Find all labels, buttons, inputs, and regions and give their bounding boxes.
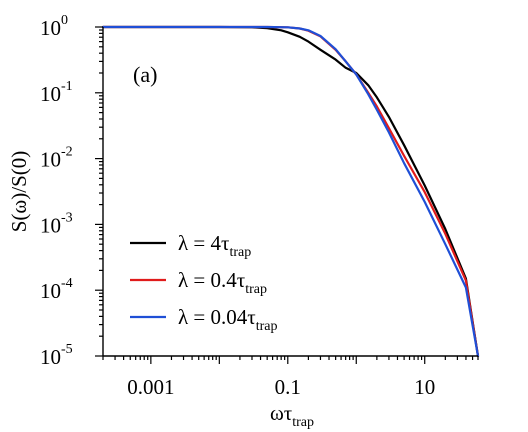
- axes-layer: [102, 27, 478, 357]
- y-tick-label: 10-5: [40, 342, 73, 369]
- x-axis-label: ωτtrap: [270, 401, 314, 430]
- series-line-2: [101, 25, 480, 358]
- y-axis-label: S(ω)/S(0): [7, 151, 31, 233]
- x-tick-label: 0.1: [275, 375, 301, 399]
- series-layer: [101, 25, 480, 358]
- legend-label-3: λ = 0.04τtrap: [178, 305, 277, 334]
- y-tick-label: 10-4: [40, 276, 73, 303]
- y-tick-label: 10-1: [40, 79, 73, 106]
- panel-label: (a): [133, 62, 157, 87]
- series-line-3: [101, 25, 480, 358]
- y-tick-label: 10-3: [40, 210, 73, 237]
- x-tick-label: 0.001: [127, 375, 174, 399]
- legend: λ = 4τtrap λ = 0.4τtrap λ = 0.04τtrap: [130, 231, 277, 334]
- y-tick-label: 100: [40, 13, 68, 40]
- legend-label-2: λ = 0.4τtrap: [178, 268, 267, 297]
- x-tick-label: 10: [414, 375, 435, 399]
- ticks-layer: [95, 26, 479, 364]
- y-tick-label: 10-2: [40, 145, 73, 172]
- series-line-1: [101, 25, 480, 358]
- labels-layer: 0.001 0.1 10 100 10-1 10-2 10-3 10-4 10-5 S(ω)/S(…: [7, 13, 435, 430]
- legend-label-1: λ = 4τtrap: [178, 231, 251, 260]
